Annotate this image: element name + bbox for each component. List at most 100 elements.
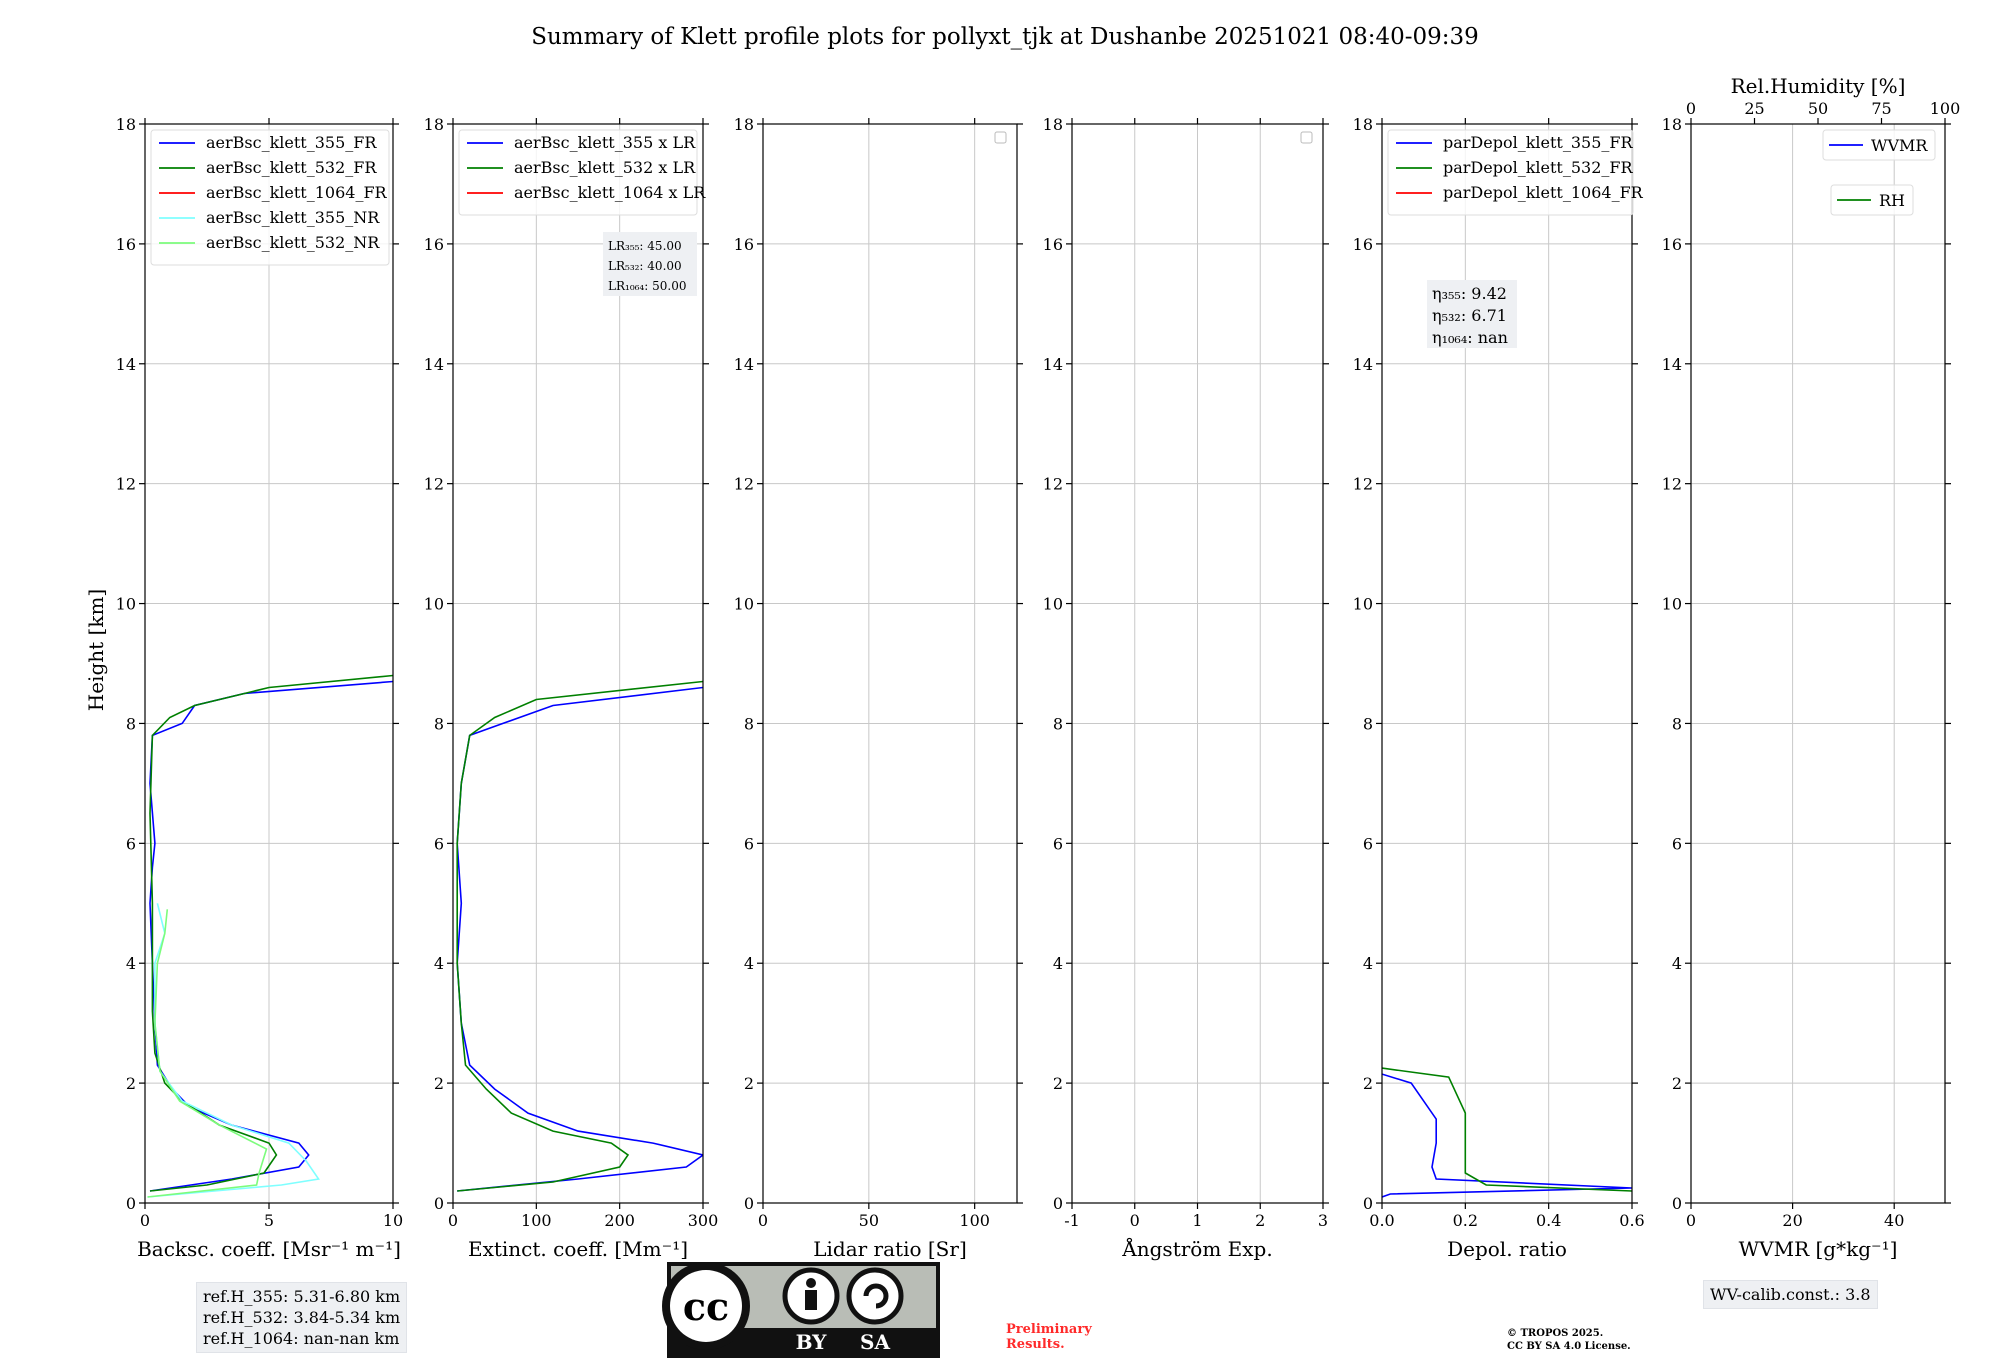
legend-label: aerBsc_klett_355 x LR <box>514 133 696 152</box>
y-tick-label: 8 <box>1363 714 1373 733</box>
x-tick-label: 5 <box>264 1211 274 1230</box>
y-tick-label: 6 <box>434 834 444 853</box>
axes-frame <box>452 123 704 1204</box>
y-tick-label: 10 <box>1353 595 1373 614</box>
copyright-line-1: © TROPOS 2025. <box>1507 1328 1604 1339</box>
legend-label: RH <box>1879 191 1905 210</box>
legend-label: aerBsc_klett_532 x LR <box>514 158 696 177</box>
y-tick-label: 12 <box>424 475 444 494</box>
x-tick-label: 10 <box>383 1211 403 1230</box>
copyright-note: © TROPOS 2025. CC BY SA 4.0 License. <box>1507 1327 1631 1353</box>
legend-box <box>150 129 390 266</box>
lidar-ratio-label: LR₃₅₅: 45.00 <box>608 239 682 253</box>
y-tick-label: 0 <box>1363 1194 1373 1213</box>
x-tick-label: 0 <box>1130 1211 1140 1230</box>
y-tick-label: 0 <box>744 1194 754 1213</box>
wv-calib-box: WV-calib.const.: 3.8 <box>1703 1280 1878 1309</box>
y-tick-label: 2 <box>126 1074 136 1093</box>
legend-label: parDepol_klett_532_FR <box>1443 158 1634 177</box>
y-tick-label: 10 <box>1662 595 1682 614</box>
x-tick-label: 0.6 <box>1619 1211 1644 1230</box>
legend-label: aerBsc_klett_355_NR <box>206 208 380 227</box>
by-icon-body <box>805 1290 817 1310</box>
eta-box <box>1427 280 1517 348</box>
y-tick-label: 0 <box>434 1194 444 1213</box>
x-axis-label: Backsc. coeff. [Msr⁻¹ m⁻¹] <box>137 1237 401 1261</box>
series-aerBsc_klett_532_NR <box>147 909 268 1198</box>
y-tick-label: 16 <box>1662 235 1682 254</box>
y-tick-label: 2 <box>434 1074 444 1093</box>
axes-frame <box>1690 123 1946 1204</box>
y-tick-label: 14 <box>116 355 136 374</box>
y-tick-label: 10 <box>116 595 136 614</box>
legend-box <box>458 129 698 216</box>
sa-icon-arrow <box>863 1283 889 1309</box>
figure-title: Summary of Klett profile plots for polly… <box>531 24 1479 50</box>
y-tick-label: 6 <box>1672 834 1682 853</box>
eta-label: η₁₀₆₄: nan <box>1432 328 1508 347</box>
y-tick-label: 18 <box>424 115 444 134</box>
by-icon-head <box>806 1278 816 1288</box>
cc-by-sa-badge: cc BY SA <box>662 1262 940 1358</box>
y-tick-label: 0 <box>1053 1194 1063 1213</box>
panel-lidar_ratio: 0 2 4 6 8 10 12 14 16 18 0 50 100 Lidar ratio [Sr] <box>734 115 1023 1261</box>
lidar-ratio-label: LR₅₃₂: 40.00 <box>608 259 682 273</box>
x-tick-label: 50 <box>859 1211 879 1230</box>
y-tick-label: 14 <box>424 355 444 374</box>
top-x-tick-label: 75 <box>1871 99 1891 118</box>
y-tick-label: 4 <box>434 954 444 973</box>
preliminary-note: Preliminary Results. <box>1006 1322 1092 1352</box>
x-tick-label: -1 <box>1064 1211 1080 1230</box>
x-tick-label: 3 <box>1318 1211 1328 1230</box>
top-x-tick-label: 100 <box>1930 99 1961 118</box>
y-tick-label: 2 <box>1053 1074 1063 1093</box>
legend-label: parDepol_klett_355_FR <box>1443 133 1634 152</box>
y-tick-label: 18 <box>1353 115 1373 134</box>
cc-circle-inner <box>670 1270 742 1342</box>
y-tick-label: 12 <box>116 475 136 494</box>
series-parDepol_klett_532_FR <box>1382 1067 1632 1192</box>
axes-frame <box>762 123 1018 1204</box>
eta-label: η₅₃₂: 6.71 <box>1432 306 1507 325</box>
x-axis-label: Depol. ratio <box>1447 1237 1567 1261</box>
x-axis-label: WVMR [g*kg⁻¹] <box>1739 1237 1898 1261</box>
y-tick-label: 6 <box>126 834 136 853</box>
y-tick-label: 18 <box>734 115 754 134</box>
y-tick-label: 18 <box>1662 115 1682 134</box>
series-aerBsc_klett_355_NR <box>147 903 320 1198</box>
wv-calib-const: WV-calib.const.: 3.8 <box>1710 1285 1871 1304</box>
top-x-tick-label: 0 <box>1686 99 1696 118</box>
x-tick-label: 2 <box>1255 1211 1265 1230</box>
legend-label: aerBsc_klett_532_FR <box>206 158 377 177</box>
by-label: BY <box>796 1330 828 1354</box>
y-axis-label: Height [km] <box>84 589 108 711</box>
y-tick-label: 16 <box>734 235 754 254</box>
top-x-tick-label: 25 <box>1744 99 1764 118</box>
legend-box <box>1830 184 1914 216</box>
x-tick-label: 100 <box>959 1211 990 1230</box>
x-tick-label: 0 <box>140 1211 150 1230</box>
legend-label: aerBsc_klett_1064_FR <box>206 183 388 202</box>
y-tick-label: 14 <box>1043 355 1063 374</box>
x-tick-label: 300 <box>688 1211 719 1230</box>
y-tick-label: 14 <box>1662 355 1682 374</box>
y-tick-label: 6 <box>1053 834 1063 853</box>
y-tick-label: 18 <box>1043 115 1063 134</box>
y-tick-label: 0 <box>1672 1194 1682 1213</box>
y-tick-label: 8 <box>1672 714 1682 733</box>
y-tick-label: 8 <box>434 714 444 733</box>
top-axis-label: Rel.Humidity [%] <box>1731 74 1906 98</box>
axes-frame <box>1381 123 1633 1204</box>
y-tick-label: 0 <box>126 1194 136 1213</box>
cc-logo-text: cc <box>683 1284 729 1329</box>
y-tick-label: 16 <box>1353 235 1373 254</box>
series-parDepol_klett_355_FR <box>1382 1073 1632 1198</box>
y-tick-label: 4 <box>744 954 754 973</box>
y-tick-label: 6 <box>1363 834 1373 853</box>
y-tick-label: 2 <box>744 1074 754 1093</box>
lidar-ratio-box <box>603 232 697 296</box>
series-aerBsc_klett_532 x LR <box>456 680 703 1192</box>
y-tick-label: 12 <box>1043 475 1063 494</box>
